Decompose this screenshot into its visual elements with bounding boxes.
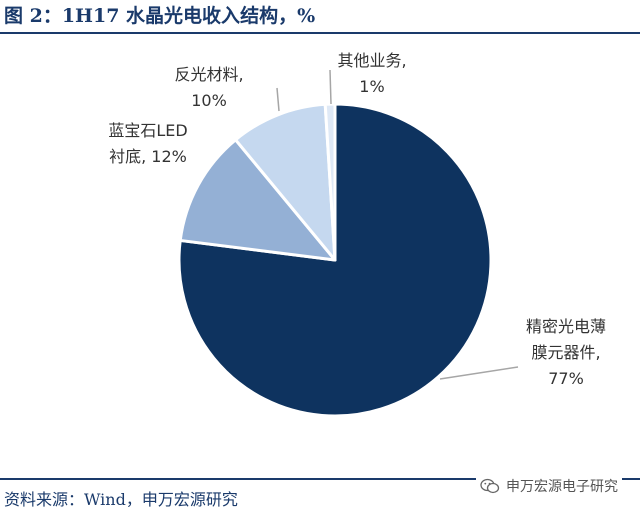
- slice-label-0: 精密光电薄膜元器件, 77%: [526, 317, 606, 388]
- chart-title: 图 2：1H17 水晶光电收入结构，%: [4, 5, 316, 27]
- slice-label-2: 反光材料, 10%: [174, 65, 243, 110]
- slice-label-line: 蓝宝石LED: [108, 121, 187, 140]
- slice-label-line: 1%: [359, 77, 384, 96]
- wechat-icon: [480, 478, 500, 494]
- slice-label-line: 77%: [548, 369, 584, 388]
- slice-label-line: 其他业务,: [337, 51, 406, 70]
- slice-label-line: 精密光电薄: [526, 317, 606, 336]
- leader-line-3: [329, 69, 332, 105]
- slice-label-3: 其他业务, 1%: [337, 51, 406, 96]
- slice-label-line: 衬底, 12%: [109, 147, 187, 166]
- pie-chart-svg: 精密光电薄膜元器件, 77% 蓝宝石LED 衬底, 12% 反光材料, 10% 其他业务, 1…: [108, 51, 606, 418]
- pie-slice-3: [323, 102, 337, 262]
- watermark-text: 申万宏源电子研究: [506, 479, 618, 495]
- pie-chart: 精密光电薄膜元器件, 77% 蓝宝石LED 衬底, 12% 反光材料, 10% 其他业务, 1…: [0, 36, 640, 476]
- leader-line-0: [439, 366, 519, 380]
- slice-label-line: 10%: [191, 91, 227, 110]
- slice-label-1: 蓝宝石LED 衬底, 12%: [108, 121, 187, 166]
- footer-divider: [0, 478, 640, 480]
- pie-slice-1: [178, 138, 337, 262]
- title-divider: [0, 32, 640, 34]
- slice-label-line: 膜元器件,: [531, 343, 600, 362]
- leader-line-2: [276, 87, 280, 112]
- slice-label-line: 反光材料,: [174, 65, 243, 84]
- source-note: 资料来源：Wind，申万宏源研究: [4, 490, 238, 509]
- watermark: 申万宏源电子研究: [476, 474, 622, 498]
- pie-slice-2: [234, 102, 337, 262]
- pie-slice-0: [177, 102, 493, 418]
